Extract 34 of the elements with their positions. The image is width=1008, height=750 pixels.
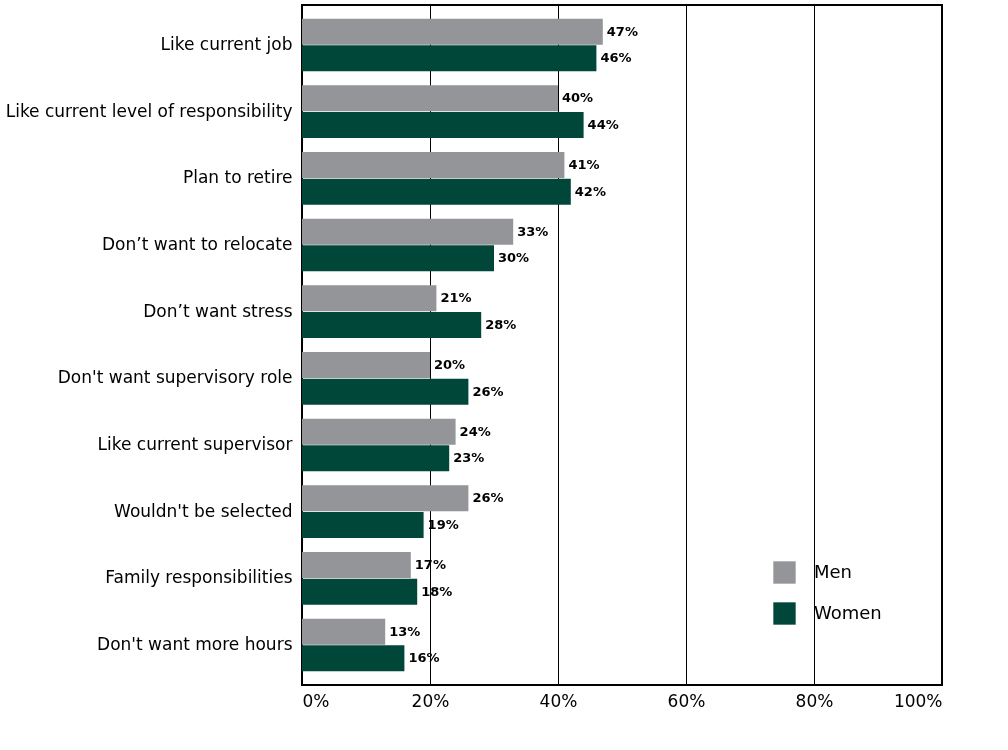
y-tick-label: Don't want supervisory role [57,367,293,388]
y-tick-label: Don't want more hours [97,634,293,654]
x-tick-label: 60% [667,690,706,711]
data-label: 28% [485,317,517,332]
y-tick-label: Family responsibilities [105,567,293,588]
data-label: 44% [587,117,619,132]
x-tick-label: 40% [539,690,578,711]
x-tick-label: 0% [302,690,330,711]
x-tick-label: 20% [411,690,450,711]
legend-label: Men [814,560,853,582]
data-label: 26% [472,383,504,399]
data-label: 23% [453,450,485,466]
data-label: 21% [440,290,472,306]
legend-label: Women [814,601,882,623]
x-tick-label: 100% [893,690,943,711]
data-label: 42% [574,183,606,199]
data-label: 30% [498,250,530,266]
data-label: 26% [472,490,504,506]
y-tick-label: Don’t want to relocate [102,234,293,254]
data-label: 40% [562,90,594,106]
data-label: 41% [568,157,600,172]
y-tick-label: Don’t want stress [143,300,293,321]
data-label: 20% [434,357,466,372]
y-tick-label: Like current job [160,34,293,54]
y-tick-label: Like current level of responsibility [5,100,293,121]
data-label: 46% [600,50,632,66]
y-tick-label: Like current supervisor [97,434,293,454]
data-label: 47% [606,23,638,39]
y-tick-label: Plan to retire [182,167,293,188]
data-label: 33% [517,223,549,239]
y-tick-label: Wouldn't be selected [114,500,293,521]
data-label: 13% [389,623,421,639]
x-tick-label: 80% [795,690,834,711]
data-label: 24% [459,423,491,439]
